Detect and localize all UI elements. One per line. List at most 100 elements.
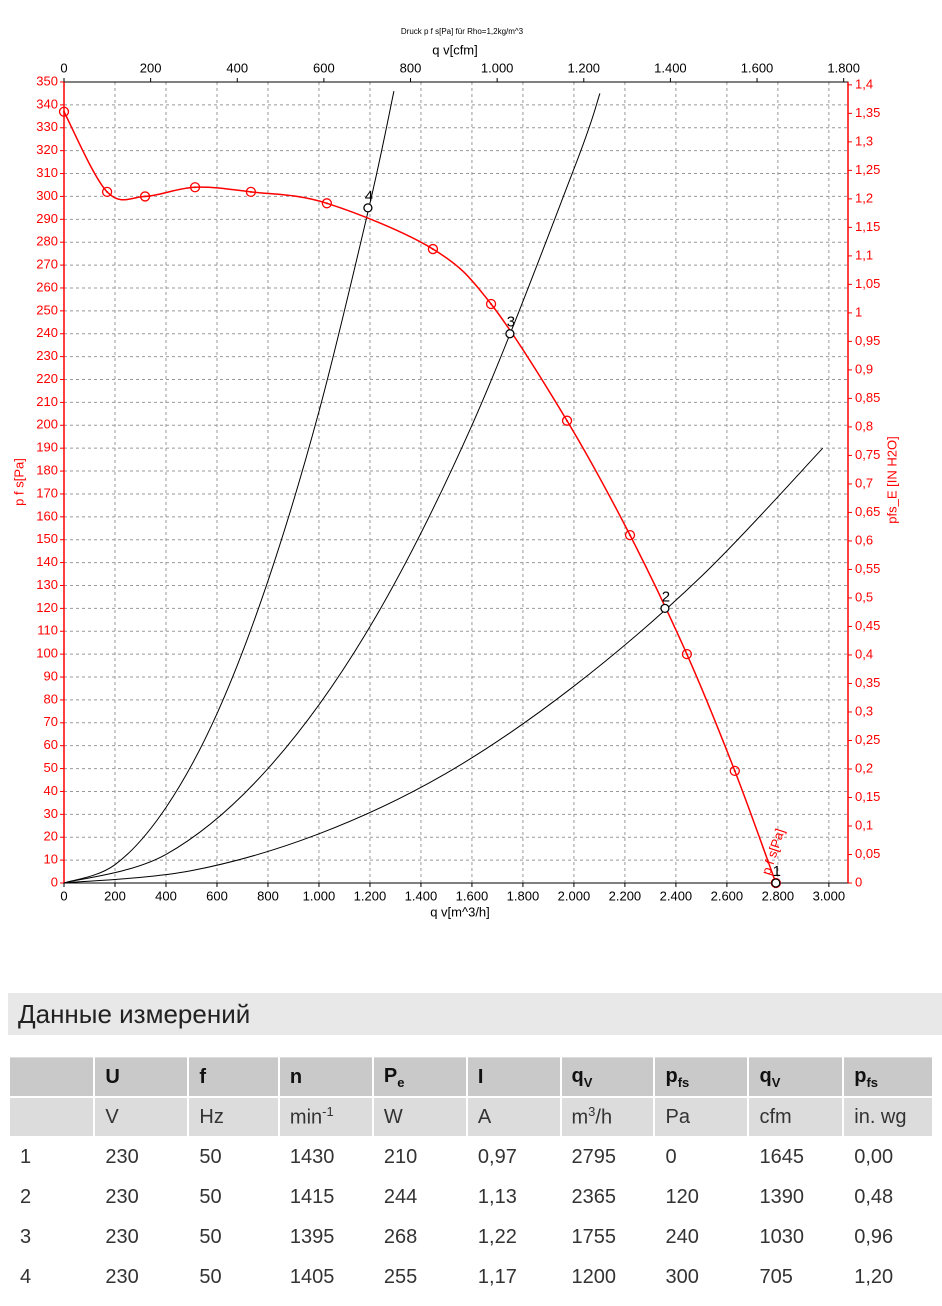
y2-tick-label: 0,35	[855, 675, 880, 690]
symbol: n	[289, 1065, 303, 1088]
y-tick-label: 50	[44, 760, 58, 775]
y2-tick-label: 0,95	[855, 333, 880, 348]
cell: 1755	[559, 1216, 656, 1258]
y2-axis-label: pfs_E [IN H2O]	[884, 436, 899, 523]
x2-tick-label: 1.400	[654, 60, 687, 75]
symbol-sub: V	[583, 1074, 593, 1090]
y-axis-label: p f s[Pa]	[11, 458, 26, 506]
fan-curve-marker	[485, 298, 497, 310]
cell: 210	[371, 1136, 468, 1178]
y2-tick-label: 1	[855, 304, 862, 319]
section-title: Данные измерений	[8, 993, 942, 1035]
unit: min	[289, 1106, 323, 1129]
y-tick-label: 200	[36, 417, 58, 432]
unit-cell: V	[93, 1096, 190, 1138]
fan-curve-marker-dot	[431, 248, 434, 251]
x-tick-label: 3.000	[813, 888, 846, 903]
unit-cell: A	[465, 1096, 562, 1138]
y-tick-label: 60	[44, 737, 58, 752]
unit-sup: -1	[322, 1104, 334, 1120]
symbol: q	[759, 1064, 772, 1087]
unit-cell: cfm	[747, 1096, 845, 1138]
header-cell: n	[277, 1057, 374, 1098]
y2-tick-label: 0,1	[855, 817, 873, 832]
cell: 50	[187, 1176, 280, 1218]
unit: cfm	[759, 1105, 792, 1128]
operating-point-label: 1	[773, 863, 781, 880]
fan-curve-marker	[321, 198, 333, 209]
y-tick-label: 320	[36, 142, 58, 157]
cell: 230	[93, 1256, 190, 1298]
plot-frame	[63, 81, 849, 884]
data-row: 1 230 50 1430 210 0,97 2795 0 1645 0,00	[7, 1136, 934, 1178]
y-tick-label: 290	[36, 211, 58, 226]
header-cell: qV	[559, 1057, 656, 1098]
cell: 1	[7, 1136, 96, 1178]
fan-curve-marker	[101, 186, 113, 198]
y-tick-label: 310	[36, 165, 58, 180]
y2-tick-label: 0,6	[855, 532, 873, 547]
unit-cell: Hz	[187, 1096, 280, 1138]
unit: Pa	[665, 1105, 690, 1128]
chart-title: Druck p f s[Pa] für Rho=1,2kg/m^3	[401, 27, 524, 36]
y2-tick-label: 0,8	[855, 418, 873, 433]
cell: 1430	[277, 1136, 374, 1178]
y-tick-label: 300	[36, 188, 58, 203]
fan-curve-marker-dot	[63, 110, 65, 113]
cell: 50	[187, 1136, 280, 1178]
data-row: 3 230 50 1395 268 1,22 1755 240 1030 0,96	[7, 1216, 934, 1258]
fan-curve-marker	[58, 106, 70, 117]
cell: 244	[371, 1176, 468, 1218]
y-tick-label: 40	[44, 783, 58, 798]
y2-tick-label: 0	[855, 874, 862, 889]
x-tick-label: 1.600	[456, 888, 489, 903]
fan-curve-marker	[245, 186, 257, 198]
symbol-sub: fs	[866, 1074, 879, 1090]
y2-tick-label: 1,3	[855, 133, 873, 148]
x-tick-label: 2.800	[762, 888, 795, 903]
y2-tick-label: 0,5	[855, 589, 873, 604]
fan-curve-marker-dot	[566, 419, 569, 422]
symbol: p	[665, 1064, 678, 1087]
y-tick-label: 340	[36, 96, 58, 111]
cell: 230	[93, 1216, 190, 1258]
unit-cell: W	[371, 1096, 468, 1138]
header-cell: Pe	[371, 1057, 468, 1098]
x-tick-label: 1.000	[303, 888, 336, 903]
header-cell: f	[187, 1057, 280, 1098]
fan-curve-marker	[624, 529, 636, 541]
symbol: U	[105, 1065, 120, 1088]
cell: 240	[653, 1216, 750, 1258]
y-tick-label: 210	[36, 394, 58, 409]
fan-curve-marker-dot	[490, 302, 493, 305]
header-cell: pfs	[653, 1057, 750, 1098]
x2-tick-label: 600	[313, 60, 335, 75]
x-tick-label: 0	[60, 888, 67, 903]
cell: 1200	[559, 1256, 656, 1298]
fan-curve-marker-dot	[733, 769, 736, 772]
cell: 0,48	[842, 1176, 934, 1218]
x-tick-label: 600	[206, 888, 228, 903]
cell: 0,00	[842, 1136, 934, 1178]
operating-point	[505, 329, 515, 339]
unit: V	[105, 1105, 119, 1128]
x2-tick-label: 400	[226, 60, 248, 75]
cell: 0,97	[465, 1136, 562, 1178]
x2-tick-label: 1.000	[481, 60, 514, 75]
x2-tick-label: 0	[60, 60, 67, 75]
y-tick-label: 70	[44, 714, 58, 729]
data-row: 2 230 50 1415 244 1,13 2365 120 1390 0,48	[7, 1176, 934, 1218]
symbol: q	[571, 1064, 584, 1087]
y2-tick-label: 0,3	[855, 703, 873, 718]
curve-label: p f s[Pa]	[758, 827, 787, 877]
y2-tick-label: 1,35	[855, 105, 880, 120]
unit-cell: m3/h	[559, 1096, 656, 1138]
y2-tick-label: 0,4	[855, 646, 873, 661]
y-tick-label: 150	[36, 531, 58, 546]
unit-cell: min-1	[277, 1096, 374, 1138]
cell: 268	[371, 1216, 468, 1258]
x-tick-label: 200	[104, 888, 126, 903]
data-row: 4 230 50 1405 255 1,17 1200 300 705 1,20	[7, 1256, 934, 1298]
symbol: P	[383, 1064, 398, 1087]
